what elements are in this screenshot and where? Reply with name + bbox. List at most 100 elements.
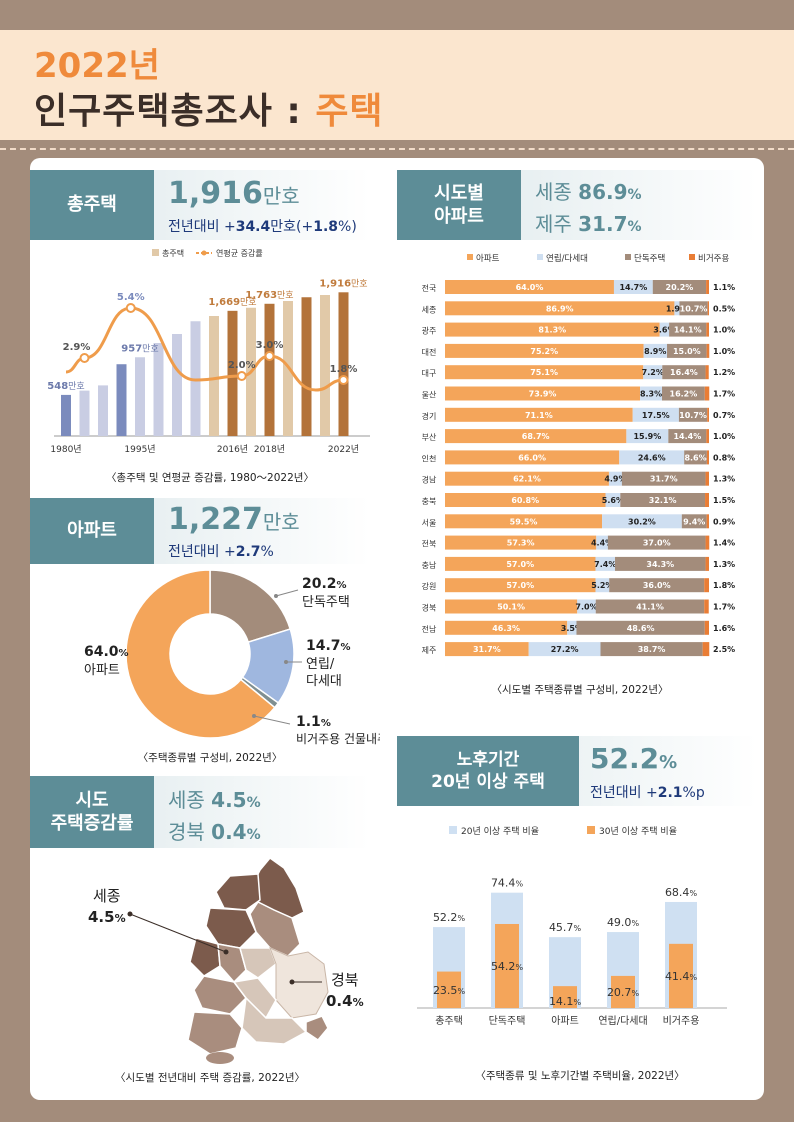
- map-region-jeonnam: [187, 1011, 243, 1055]
- header-year: 2022년: [34, 46, 160, 86]
- donut-pct: %: [119, 648, 129, 659]
- legend-label: 단독주택: [634, 253, 665, 264]
- bar-label-unit: 만호: [240, 297, 257, 308]
- legend-swatch: [537, 254, 543, 260]
- sido-apt-line2-label: 제주: [535, 212, 579, 236]
- aging-chart: 20년 이상 주택 비율 30년 이상 주택 비율52.2%23.5%총주택74.…: [417, 826, 727, 1027]
- map-label-gyeongbuk-pct: %: [352, 996, 364, 1009]
- donut-pct: %: [341, 642, 351, 653]
- segment-label: 10.7%: [679, 411, 707, 420]
- bar-30y: [669, 943, 693, 1008]
- apt-tag: 아파트: [30, 498, 154, 564]
- label-30y: 23.5%: [433, 984, 466, 997]
- donut-value: 20.2: [302, 576, 337, 592]
- category-label: 아파트: [551, 1015, 579, 1027]
- category-label: 연립/다세대: [598, 1014, 647, 1027]
- legend-swatch: [689, 254, 695, 260]
- sido-apt-line2: 제주 31.7%: [535, 208, 642, 237]
- total-value-num: 1,916: [168, 176, 263, 211]
- growth-line2-pct: %: [246, 827, 261, 843]
- growth-line1-value: 4.5: [211, 788, 247, 812]
- sido-apt-line1-value: 86.9: [578, 180, 628, 204]
- bar-value: 20.7: [607, 986, 632, 999]
- stack-segment: [706, 343, 710, 358]
- stack-segment: [608, 471, 622, 486]
- aging-change-end: %p: [682, 785, 705, 801]
- stack-segment: [668, 429, 707, 444]
- legend-swatch: [625, 254, 631, 260]
- bar-pct: %: [573, 924, 581, 933]
- bar-label-value: 548: [47, 381, 68, 392]
- total-bar: [227, 310, 238, 436]
- title-highlight: 주택: [315, 91, 384, 132]
- category-label: 부산: [422, 432, 437, 442]
- map-callout-end-sejong: [223, 949, 229, 955]
- aging-tag: 노후기간 20년 이상 주택: [397, 736, 579, 806]
- segment-label: 59.5%: [510, 517, 538, 526]
- stack-segment: [445, 322, 660, 337]
- nonres-label: 0.5%: [713, 304, 735, 313]
- segment-label: 71.1%: [525, 411, 553, 420]
- total-bar: [153, 343, 164, 436]
- legend-label: 연립/다세대: [546, 254, 588, 264]
- x-tick-label: 2022년: [328, 444, 359, 455]
- donut-slice: [125, 569, 276, 739]
- bar-30y: [437, 971, 461, 1008]
- stack-segment: [445, 407, 633, 422]
- total-bar-label: 1,669만호: [208, 297, 256, 308]
- segment-label: 8.9%: [644, 347, 666, 356]
- label-20y: 52.2%: [433, 911, 466, 924]
- stack-segment: [669, 322, 707, 337]
- stack-segment: [706, 280, 709, 294]
- bar-value: 68.4: [665, 886, 690, 899]
- map-label-sejong-name: 세종: [93, 887, 121, 905]
- segment-label: 32.1%: [649, 496, 677, 505]
- segment-label: 4.4%: [591, 539, 613, 548]
- donut-value: 14.7: [306, 638, 341, 654]
- stack-segment: [705, 535, 710, 550]
- stack-segment: [681, 514, 707, 529]
- category-label: 서울: [422, 518, 437, 527]
- title-prefix: 인구주택총조사 :: [34, 91, 316, 132]
- segment-label: 7.4%: [594, 560, 616, 569]
- segment-label: 10.7%: [680, 304, 708, 313]
- header-divider: [0, 148, 794, 150]
- stack-segment: [615, 556, 706, 571]
- map-callout-line-sejong: [129, 913, 227, 953]
- rate-point: [236, 371, 247, 381]
- total-bar: [61, 394, 71, 436]
- sido-apt-tag-line2: 아파트: [434, 206, 484, 227]
- map-caption: 〈시도별 전년대비 주택 증감률, 2022년〉: [115, 1072, 305, 1084]
- bar-value: 74.4: [491, 877, 516, 890]
- apt-change: 전년대비 +2.7%: [168, 541, 274, 561]
- map-region-gyeongbuk: [269, 947, 329, 1019]
- segment-label: 8.6%: [684, 453, 706, 462]
- map-label-sejong: 세종 4.5%: [88, 886, 126, 928]
- total-change: 전년대비 +34.4만호(+1.8%): [168, 216, 357, 236]
- aging-change: 전년대비 +2.1%p: [590, 782, 705, 802]
- stack-segment: [705, 365, 709, 380]
- korea-map: [127, 856, 329, 1064]
- nonres-label: 1.5%: [713, 496, 735, 505]
- segment-label: 8.3%: [640, 390, 662, 399]
- stack-segment: [659, 322, 670, 337]
- donut-value: 64.0: [84, 644, 119, 660]
- stack-segment: [445, 493, 606, 507]
- stack-segment: [652, 280, 707, 294]
- stack-segment: [445, 280, 614, 294]
- stack-segment: [576, 620, 705, 635]
- stack-segment: [595, 556, 616, 571]
- total-tag: 총주택: [30, 170, 154, 240]
- growth-line2: 경북 0.4%: [168, 816, 261, 845]
- rate-label: 5.4%: [117, 292, 145, 303]
- stack-segment: [705, 493, 709, 507]
- aging-value-num: 52.2: [590, 742, 660, 775]
- bar-pct: %: [515, 880, 523, 889]
- category-label: 인천: [422, 453, 437, 463]
- rate-point: [264, 351, 275, 361]
- segment-label: 60.8%: [511, 496, 539, 505]
- legend-label-30y: 30년 이상 주택 비율: [599, 826, 677, 837]
- apt-value: 1,227만호: [168, 502, 300, 537]
- stack-segment: [595, 599, 705, 614]
- bar-value: 52.2: [433, 911, 458, 924]
